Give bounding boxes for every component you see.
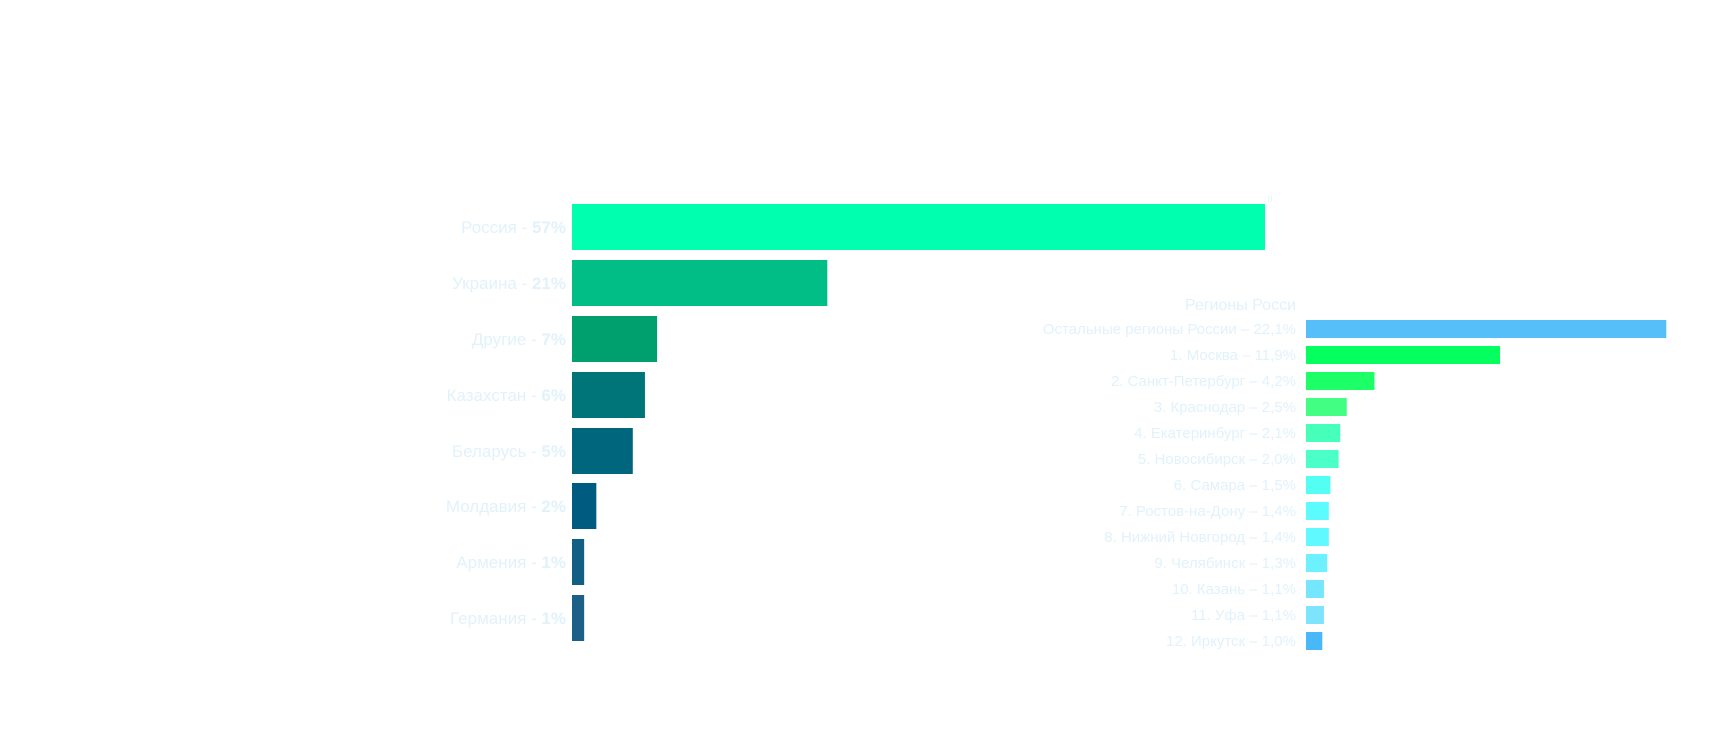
region-label: 11. Уфа – 1,1%: [1191, 607, 1296, 624]
region-label: 9. Челябинск – 1,3%: [1154, 555, 1296, 572]
region-bar: [1306, 398, 1347, 416]
country-bar: [572, 372, 645, 418]
country-label: Молдавия - 2%: [446, 497, 566, 516]
country-bar: [572, 483, 597, 529]
region-bar: [1306, 476, 1331, 494]
country-bar: [572, 316, 658, 362]
countries-chart: 0 Россия - 57% Украина - 21% Другие - 7% Каз…: [446, 194, 1273, 641]
region-bar: [1306, 606, 1324, 624]
region-label: 10. Казань – 1,1%: [1172, 581, 1296, 598]
region-bar: [1306, 554, 1328, 572]
country-label: Казахстан - 6%: [447, 386, 566, 405]
region-bar: [1306, 320, 1667, 338]
country-label: Россия - 57%: [461, 218, 566, 237]
region-bar: [1306, 632, 1323, 650]
region-label: 5. Новосибирск – 2,0%: [1138, 451, 1296, 468]
region-label: 4. Екатеринбург – 2,1%: [1134, 425, 1296, 442]
region-bar: [1306, 450, 1339, 468]
top-marker-label: 0: [1267, 194, 1272, 204]
region-label: 12. Иркутск – 1,0%: [1166, 633, 1296, 650]
region-label: 2. Санкт-Петербург – 4,2%: [1111, 373, 1296, 390]
country-label: Армения - 1%: [456, 553, 566, 572]
country-bar: [572, 260, 828, 306]
region-bar: [1306, 528, 1329, 546]
region-label: 3. Краснодар – 2,5%: [1154, 399, 1296, 416]
region-bar: [1306, 346, 1500, 364]
region-label: 8. Нижний Новгород – 1,4%: [1104, 529, 1296, 546]
region-label: Остальные регионы России – 22,1%: [1043, 321, 1296, 338]
region-label: 6. Самара – 1,5%: [1174, 477, 1296, 494]
region-label: 1. Москва – 11,9%: [1170, 347, 1296, 364]
country-label: Германия - 1%: [450, 609, 566, 628]
country-bar: [572, 428, 633, 474]
regions-title: Регионы Росси: [1185, 297, 1296, 314]
country-bar: [572, 539, 585, 585]
region-label: 7. Ростов-на-Дону – 1,4%: [1119, 503, 1296, 520]
region-bar: [1306, 580, 1324, 598]
country-label: Украина - 21%: [452, 274, 566, 293]
region-bar: [1306, 502, 1329, 520]
region-bar: [1306, 372, 1375, 390]
region-bar: [1306, 424, 1341, 442]
country-bar: [572, 204, 1265, 250]
regions-chart: Регионы Росси Остальные регионы России –…: [1043, 297, 1667, 650]
country-label: Другие - 7%: [472, 330, 566, 349]
country-label: Беларусь - 5%: [452, 442, 566, 461]
country-bar: [572, 595, 585, 641]
